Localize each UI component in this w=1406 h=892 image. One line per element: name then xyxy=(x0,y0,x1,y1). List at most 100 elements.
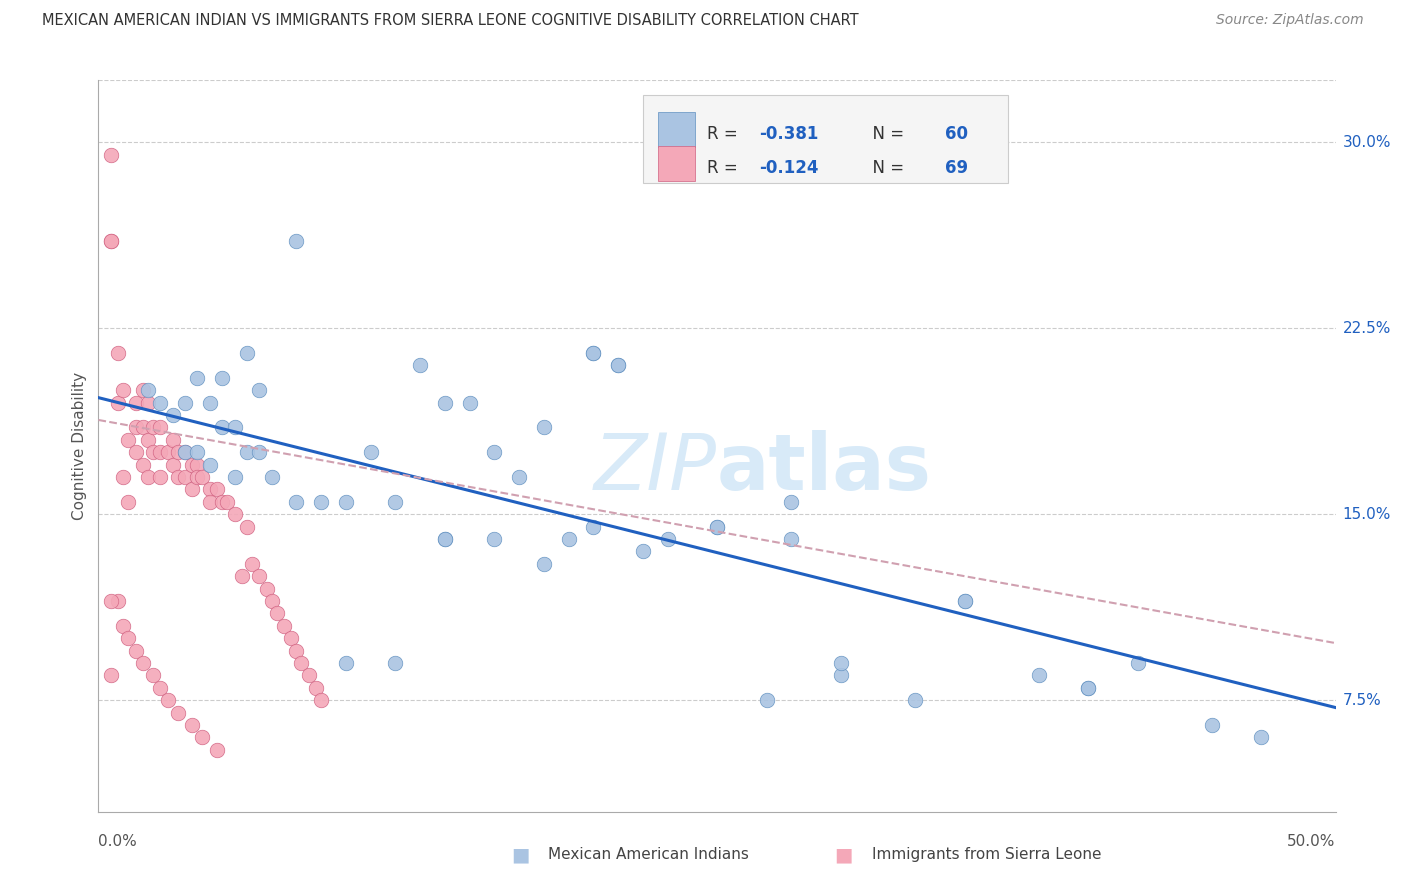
Text: ■: ■ xyxy=(834,845,853,864)
Text: N =: N = xyxy=(862,125,910,143)
Point xyxy=(260,594,283,608)
Point xyxy=(149,470,172,484)
Point xyxy=(205,483,228,497)
Text: -0.124: -0.124 xyxy=(759,159,818,177)
Text: R =: R = xyxy=(707,125,744,143)
Point xyxy=(830,668,852,682)
Text: ■: ■ xyxy=(510,845,530,864)
Point xyxy=(582,346,605,360)
Point xyxy=(156,693,179,707)
Point xyxy=(706,519,728,533)
Y-axis label: Cognitive Disability: Cognitive Disability xyxy=(72,372,87,520)
Point xyxy=(198,458,221,472)
Point xyxy=(211,495,233,509)
Point xyxy=(174,470,197,484)
Point xyxy=(149,681,172,695)
Point xyxy=(285,235,308,249)
Point xyxy=(132,420,155,434)
Point xyxy=(124,445,146,459)
Point xyxy=(260,470,283,484)
Point xyxy=(1077,681,1099,695)
Point xyxy=(484,445,506,459)
Point xyxy=(112,470,135,484)
Point xyxy=(166,706,188,720)
Point xyxy=(266,607,288,621)
Text: 69: 69 xyxy=(945,159,967,177)
Point xyxy=(142,420,165,434)
Text: Immigrants from Sierra Leone: Immigrants from Sierra Leone xyxy=(872,847,1101,862)
FancyBboxPatch shape xyxy=(658,112,695,147)
Point xyxy=(1077,681,1099,695)
Point xyxy=(112,619,135,633)
Point xyxy=(149,395,172,409)
Point xyxy=(830,656,852,670)
Point xyxy=(186,445,208,459)
Point xyxy=(100,235,122,249)
Point xyxy=(117,433,139,447)
Text: R =: R = xyxy=(707,159,744,177)
Point xyxy=(755,693,778,707)
Point xyxy=(904,693,927,707)
Text: 30.0%: 30.0% xyxy=(1343,135,1391,150)
Point xyxy=(1250,731,1272,745)
FancyBboxPatch shape xyxy=(643,95,1008,183)
Point xyxy=(156,445,179,459)
Point xyxy=(107,594,129,608)
Point xyxy=(191,470,214,484)
Point xyxy=(780,495,803,509)
Text: 60: 60 xyxy=(945,125,967,143)
Point xyxy=(305,681,328,695)
Point xyxy=(136,383,159,397)
Point xyxy=(1201,718,1223,732)
Point xyxy=(433,395,456,409)
Point xyxy=(198,495,221,509)
Text: 22.5%: 22.5% xyxy=(1343,321,1391,335)
Point xyxy=(162,408,184,422)
Point xyxy=(236,445,259,459)
Point xyxy=(162,433,184,447)
Point xyxy=(112,383,135,397)
Point xyxy=(136,395,159,409)
Point xyxy=(236,519,259,533)
Point xyxy=(533,557,555,571)
Point xyxy=(508,470,530,484)
Point xyxy=(780,532,803,546)
Point xyxy=(162,458,184,472)
Point xyxy=(360,445,382,459)
Point xyxy=(117,631,139,645)
Point xyxy=(236,346,259,360)
Point xyxy=(533,420,555,434)
Point xyxy=(458,395,481,409)
Point xyxy=(181,718,204,732)
Point xyxy=(224,420,246,434)
Point xyxy=(247,445,270,459)
Point xyxy=(631,544,654,558)
Point xyxy=(280,631,302,645)
Point xyxy=(211,420,233,434)
Point xyxy=(285,495,308,509)
Point xyxy=(335,656,357,670)
Point xyxy=(132,383,155,397)
Point xyxy=(107,395,129,409)
Text: 7.5%: 7.5% xyxy=(1343,693,1382,707)
Point xyxy=(124,395,146,409)
Point xyxy=(247,569,270,583)
Point xyxy=(384,495,406,509)
Point xyxy=(186,458,208,472)
Point xyxy=(224,470,246,484)
Point xyxy=(309,495,332,509)
Text: Source: ZipAtlas.com: Source: ZipAtlas.com xyxy=(1216,13,1364,28)
Point xyxy=(100,668,122,682)
Point xyxy=(186,470,208,484)
Point xyxy=(186,371,208,385)
Point xyxy=(706,519,728,533)
Point xyxy=(953,594,976,608)
Point xyxy=(285,643,308,657)
Text: MEXICAN AMERICAN INDIAN VS IMMIGRANTS FROM SIERRA LEONE COGNITIVE DISABILITY COR: MEXICAN AMERICAN INDIAN VS IMMIGRANTS FR… xyxy=(42,13,859,29)
Point xyxy=(166,470,188,484)
Text: 0.0%: 0.0% xyxy=(98,834,138,848)
Text: 15.0%: 15.0% xyxy=(1343,507,1391,522)
Point xyxy=(409,359,432,373)
Point xyxy=(124,420,146,434)
Point xyxy=(217,495,239,509)
